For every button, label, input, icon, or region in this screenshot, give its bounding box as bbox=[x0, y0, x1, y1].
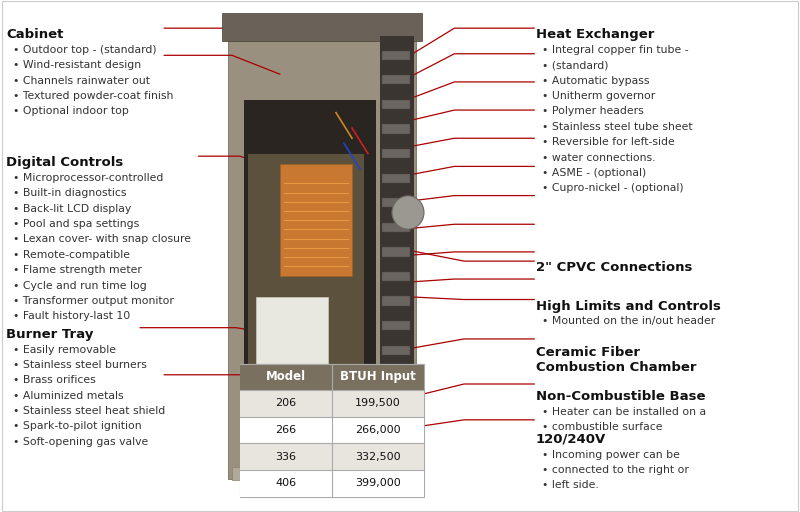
Bar bbox=[222, 13, 422, 41]
Text: • Flame strength meter: • Flame strength meter bbox=[13, 265, 142, 275]
Bar bbox=[382, 174, 410, 183]
Text: • Stainless steel heat shield: • Stainless steel heat shield bbox=[13, 406, 165, 416]
Text: • Stainless steel tube sheet: • Stainless steel tube sheet bbox=[542, 122, 693, 132]
Bar bbox=[382, 247, 410, 257]
Text: • combustible surface: • combustible surface bbox=[542, 422, 663, 433]
Text: • Unitherm governor: • Unitherm governor bbox=[542, 91, 656, 101]
Bar bbox=[240, 364, 424, 497]
Text: 266,000: 266,000 bbox=[355, 425, 401, 435]
Bar bbox=[382, 75, 410, 84]
Bar bbox=[382, 419, 410, 429]
Text: • Fault history-last 10: • Fault history-last 10 bbox=[13, 311, 130, 322]
Text: • Built-in diagnostics: • Built-in diagnostics bbox=[13, 188, 126, 199]
Bar bbox=[382, 395, 410, 404]
Bar bbox=[248, 154, 364, 430]
Text: Ceramic Fiber
Combustion Chamber: Ceramic Fiber Combustion Chamber bbox=[536, 346, 697, 374]
Text: • Spark-to-pilot ignition: • Spark-to-pilot ignition bbox=[13, 421, 142, 432]
Bar bbox=[240, 390, 424, 417]
Text: • left side.: • left side. bbox=[542, 480, 599, 490]
Text: • Back-lit LCD display: • Back-lit LCD display bbox=[13, 204, 131, 214]
Text: • Brass orifices: • Brass orifices bbox=[13, 375, 95, 386]
Text: • (standard): • (standard) bbox=[542, 60, 609, 71]
Bar bbox=[244, 100, 376, 468]
Text: Non-Combustible Base: Non-Combustible Base bbox=[536, 390, 706, 403]
Text: • Heater can be installed on a: • Heater can be installed on a bbox=[542, 407, 706, 417]
Bar bbox=[382, 296, 410, 306]
Text: • Automatic bypass: • Automatic bypass bbox=[542, 76, 650, 86]
Text: • Reversible for left-side: • Reversible for left-side bbox=[542, 137, 675, 147]
Bar bbox=[382, 321, 410, 330]
Text: • Integral copper fin tube -: • Integral copper fin tube - bbox=[542, 45, 689, 55]
Text: 336: 336 bbox=[275, 452, 297, 462]
Text: 199,500: 199,500 bbox=[355, 398, 401, 409]
Text: BTUH Input: BTUH Input bbox=[340, 370, 416, 383]
Text: • Pool and spa settings: • Pool and spa settings bbox=[13, 219, 139, 229]
Text: 399,000: 399,000 bbox=[355, 478, 401, 488]
Text: 120/240V: 120/240V bbox=[536, 433, 606, 445]
Text: • water connections.: • water connections. bbox=[542, 153, 656, 163]
Bar bbox=[382, 51, 410, 60]
Text: • Polymer headers: • Polymer headers bbox=[542, 106, 644, 117]
Bar bbox=[228, 20, 416, 479]
Bar bbox=[380, 36, 414, 463]
Text: Digital Controls: Digital Controls bbox=[6, 156, 124, 169]
Bar bbox=[256, 297, 328, 410]
Text: • Transformer output monitor: • Transformer output monitor bbox=[13, 296, 174, 306]
Text: • Incoming power can be: • Incoming power can be bbox=[542, 450, 680, 460]
Text: • Mounted on the in/out header: • Mounted on the in/out header bbox=[542, 316, 716, 327]
Text: High Limits and Controls: High Limits and Controls bbox=[536, 300, 721, 312]
Bar bbox=[382, 370, 410, 379]
Bar bbox=[240, 443, 424, 470]
Bar bbox=[382, 100, 410, 109]
Bar bbox=[382, 346, 410, 355]
Text: • Soft-opening gas valve: • Soft-opening gas valve bbox=[13, 437, 148, 447]
Text: 266: 266 bbox=[275, 425, 297, 435]
Bar bbox=[240, 417, 424, 443]
Text: Burner Tray: Burner Tray bbox=[6, 328, 94, 340]
Text: • Easily removable: • Easily removable bbox=[13, 345, 116, 355]
Bar bbox=[240, 364, 424, 390]
Text: • Remote-compatible: • Remote-compatible bbox=[13, 250, 130, 260]
Text: • Cupro-nickel - (optional): • Cupro-nickel - (optional) bbox=[542, 183, 684, 194]
Text: • Outdoor top - (standard): • Outdoor top - (standard) bbox=[13, 45, 157, 55]
Text: • Optional indoor top: • Optional indoor top bbox=[13, 106, 129, 117]
Bar bbox=[252, 394, 356, 425]
Bar bbox=[382, 198, 410, 207]
Bar bbox=[232, 467, 412, 480]
Text: • Wind-resistant design: • Wind-resistant design bbox=[13, 60, 141, 71]
Bar bbox=[280, 164, 352, 276]
Text: • Lexan cover- with snap closure: • Lexan cover- with snap closure bbox=[13, 234, 191, 245]
Text: • Aluminized metals: • Aluminized metals bbox=[13, 391, 123, 401]
Text: • Stainless steel burners: • Stainless steel burners bbox=[13, 360, 146, 370]
Text: 206: 206 bbox=[275, 398, 297, 409]
Text: • Channels rainwater out: • Channels rainwater out bbox=[13, 76, 150, 86]
Bar bbox=[382, 444, 410, 453]
Text: • Textured powder-coat finish: • Textured powder-coat finish bbox=[13, 91, 173, 101]
Text: • Microprocessor-controlled: • Microprocessor-controlled bbox=[13, 173, 163, 183]
Text: 332,500: 332,500 bbox=[355, 452, 401, 462]
Text: • Cycle and run time log: • Cycle and run time log bbox=[13, 281, 146, 291]
Text: 406: 406 bbox=[275, 478, 297, 488]
Ellipse shape bbox=[392, 196, 424, 229]
Bar bbox=[240, 470, 424, 497]
Text: • ASME - (optional): • ASME - (optional) bbox=[542, 168, 646, 178]
Text: Model: Model bbox=[266, 370, 306, 383]
Bar bbox=[382, 223, 410, 232]
Bar bbox=[382, 124, 410, 134]
Bar bbox=[382, 272, 410, 281]
Text: Cabinet: Cabinet bbox=[6, 28, 64, 41]
Bar bbox=[382, 149, 410, 158]
Text: Heat Exchanger: Heat Exchanger bbox=[536, 28, 654, 41]
Text: • connected to the right or: • connected to the right or bbox=[542, 465, 690, 475]
Text: 2" CPVC Connections: 2" CPVC Connections bbox=[536, 261, 692, 274]
